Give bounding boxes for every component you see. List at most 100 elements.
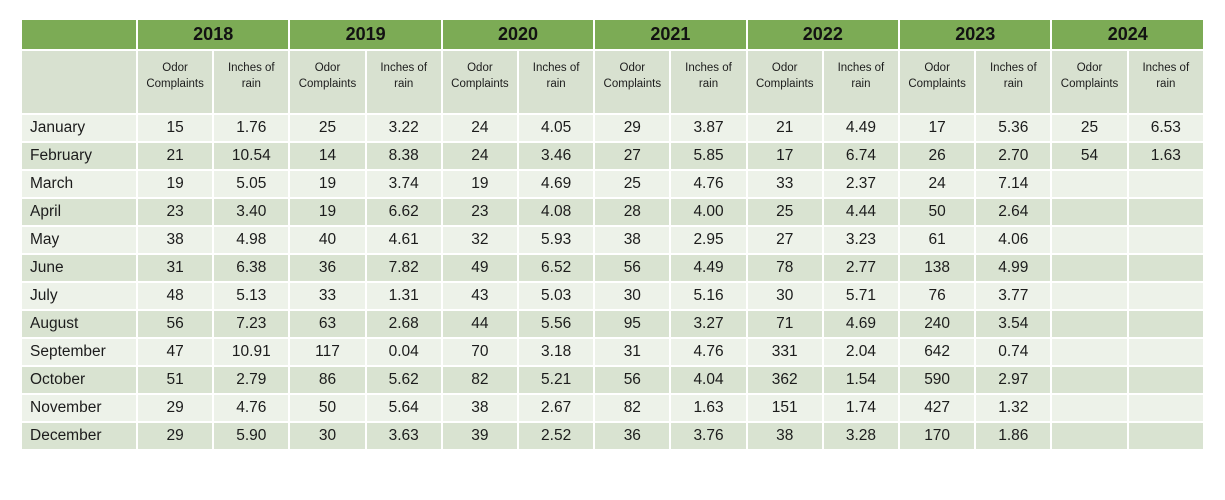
table-row: May 38 4.98 40 4.61 32 5.93 38 2.95 27 3.23 61 4.06	[20, 225, 1206, 255]
rain-value-cell: 4.76	[212, 393, 291, 423]
rain-value-cell: 3.22	[364, 113, 443, 143]
subheader-label: Odor Complaints	[298, 62, 357, 90]
complaints-value-cell: 21	[745, 113, 824, 143]
complaints-value-cell: 427	[898, 393, 977, 423]
subheader-label: Odor Complaints	[146, 62, 204, 90]
year-header-cell: 2023	[898, 18, 1053, 51]
rain-value-cell	[1126, 169, 1206, 199]
rain-value-cell: 5.21	[517, 365, 596, 395]
inches-of-rain-header-cell: Inches of rain	[364, 49, 443, 115]
complaints-value-cell: 19	[288, 169, 367, 199]
rain-value-cell	[1126, 365, 1206, 395]
complaints-value-cell: 14	[288, 141, 367, 171]
table-row: March 19 5.05 19 3.74 19 4.69 25 4.76 33 2.37 24 7.1…	[20, 169, 1206, 199]
corner-cell	[20, 18, 138, 51]
complaints-value-cell: 38	[135, 225, 215, 255]
complaints-value-cell	[1050, 309, 1129, 339]
rain-value-cell: 5.71	[821, 281, 901, 311]
rain-value-cell: 3.76	[669, 421, 748, 451]
complaints-value-cell: 23	[135, 197, 215, 227]
complaints-value-cell: 54	[1050, 141, 1129, 171]
rain-value-cell: 5.93	[517, 225, 596, 255]
table-row: August 56 7.23 63 2.68 44 5.56 95 3.27 71 4.69 240 3…	[20, 309, 1206, 339]
year-header-cell: 2018	[135, 18, 291, 51]
rain-value-cell: 2.64	[974, 197, 1053, 227]
subheader-label: Inches of rain	[1142, 62, 1190, 90]
subheader-label: Inches of rain	[989, 62, 1037, 90]
inches-of-rain-header-cell: Inches of rain	[517, 49, 596, 115]
rain-value-cell: 4.44	[821, 197, 901, 227]
complaints-value-cell: 29	[135, 421, 215, 451]
rain-value-cell	[1126, 225, 1206, 255]
odor-complaints-header-cell: Odor Complaints	[745, 49, 824, 115]
rain-value-cell: 3.77	[974, 281, 1053, 311]
rain-value-cell: 2.77	[821, 253, 901, 283]
complaints-value-cell: 17	[898, 113, 977, 143]
rain-value-cell: 5.16	[669, 281, 748, 311]
rain-value-cell: 1.54	[821, 365, 901, 395]
rain-value-cell: 1.63	[669, 393, 748, 423]
rain-value-cell: 7.23	[212, 309, 291, 339]
rain-value-cell: 6.38	[212, 253, 291, 283]
complaints-value-cell	[1050, 393, 1129, 423]
complaints-value-cell: 15	[135, 113, 215, 143]
complaints-value-cell: 138	[898, 253, 977, 283]
complaints-value-cell: 71	[745, 309, 824, 339]
rain-value-cell: 1.31	[364, 281, 443, 311]
odor-complaints-header-cell: Odor Complaints	[593, 49, 672, 115]
complaints-value-cell: 86	[288, 365, 367, 395]
rain-value-cell: 5.05	[212, 169, 291, 199]
complaints-value-cell: 33	[288, 281, 367, 311]
complaints-value-cell: 19	[135, 169, 215, 199]
complaints-value-cell: 82	[440, 365, 520, 395]
subheader-label: Odor Complaints	[908, 62, 966, 90]
complaints-value-cell: 49	[440, 253, 520, 283]
table-row: September 47 10.91 117 0.04 70 3.18 31 4.76 331 2.…	[20, 337, 1206, 367]
rain-value-cell: 0.04	[364, 337, 443, 367]
complaints-value-cell: 29	[135, 393, 215, 423]
rain-value-cell: 1.32	[974, 393, 1053, 423]
complaints-value-cell: 151	[745, 393, 824, 423]
rain-value-cell: 4.99	[974, 253, 1053, 283]
rain-value-cell	[1126, 197, 1206, 227]
rain-value-cell: 4.61	[364, 225, 443, 255]
subheader-label: Inches of rain	[227, 62, 275, 90]
rain-value-cell: 4.06	[974, 225, 1053, 255]
rain-value-cell: 3.27	[669, 309, 748, 339]
complaints-value-cell: 590	[898, 365, 977, 395]
rain-value-cell: 2.37	[821, 169, 901, 199]
rain-value-cell	[1126, 309, 1206, 339]
complaints-value-cell: 50	[288, 393, 367, 423]
month-cell: December	[20, 421, 138, 451]
complaints-value-cell: 36	[288, 253, 367, 283]
complaints-value-cell: 25	[288, 113, 367, 143]
rain-value-cell: 5.90	[212, 421, 291, 451]
rain-value-cell: 4.00	[669, 197, 748, 227]
subheader-label: Odor Complaints	[755, 62, 814, 90]
subheader-label: Inches of rain	[532, 62, 580, 90]
rain-value-cell: 3.46	[517, 141, 596, 171]
complaints-value-cell: 38	[440, 393, 520, 423]
rain-value-cell: 4.49	[669, 253, 748, 283]
complaints-value-cell: 240	[898, 309, 977, 339]
complaints-value-cell: 56	[593, 365, 672, 395]
rain-value-cell: 2.70	[974, 141, 1053, 171]
complaints-value-cell: 26	[898, 141, 977, 171]
rain-value-cell: 6.52	[517, 253, 596, 283]
rain-value-cell: 5.62	[364, 365, 443, 395]
rain-value-cell: 3.54	[974, 309, 1053, 339]
rain-value-cell: 5.56	[517, 309, 596, 339]
month-cell: March	[20, 169, 138, 199]
month-cell: November	[20, 393, 138, 423]
complaints-value-cell: 25	[745, 197, 824, 227]
rain-value-cell: 4.98	[212, 225, 291, 255]
year-header-cell: 2019	[288, 18, 443, 51]
rain-value-cell: 1.63	[1126, 141, 1206, 171]
year-header-cell: 2022	[745, 18, 901, 51]
rain-value-cell: 2.97	[974, 365, 1053, 395]
complaints-value-cell: 43	[440, 281, 520, 311]
table-body: January 15 1.76 25 3.22 24 4.05 29 3.87 21 4.49 17 5…	[20, 113, 1206, 451]
table-row: June 31 6.38 36 7.82 49 6.52 56 4.49 78 2.77 138 4.9…	[20, 253, 1206, 283]
rain-value-cell: 5.36	[974, 113, 1053, 143]
rain-value-cell: 2.79	[212, 365, 291, 395]
